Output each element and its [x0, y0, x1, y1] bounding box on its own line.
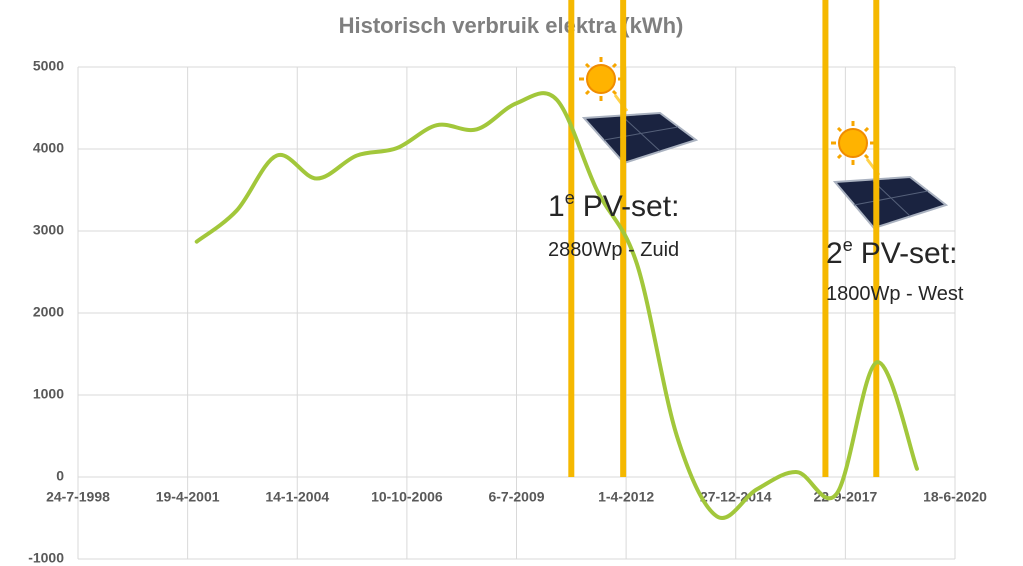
annotation-number: 2: [826, 237, 843, 270]
annotation-superscript: e: [843, 235, 853, 255]
annotation-detail: 2880Wp - Zuid: [548, 239, 679, 261]
x-tick-label: 18-6-2020: [923, 489, 987, 505]
annotation-number: 1: [548, 190, 565, 223]
sun-icon: [579, 57, 629, 112]
y-tick-label: 2000: [33, 304, 64, 320]
sun-icon: [831, 121, 881, 176]
y-tick-label: 0: [56, 468, 64, 484]
y-tick-label: -1000: [28, 550, 64, 566]
x-tick-label: 6-7-2009: [488, 489, 544, 505]
annotation-text: PV-set:: [583, 190, 680, 223]
x-tick-label: 27-12-2014: [700, 489, 772, 505]
x-tick-label: 10-10-2006: [371, 489, 443, 505]
solar-panel-icon: [581, 111, 699, 165]
line-series: [194, 91, 919, 521]
x-tick-label: 19-4-2001: [156, 489, 220, 505]
annotation-title: 2e PV-set:: [826, 235, 957, 270]
x-tick-label: 24-7-1998: [46, 489, 110, 505]
x-tick-label: 14-1-2004: [265, 489, 329, 505]
y-tick-label: 5000: [33, 58, 64, 74]
annotation-title: 1e PV-set:: [548, 188, 679, 223]
annotation-superscript: e: [565, 188, 575, 208]
x-tick-label: 22-9-2017: [813, 489, 877, 505]
y-tick-label: 1000: [33, 386, 64, 402]
icons: [579, 57, 949, 230]
annotation-text: PV-set:: [861, 237, 958, 270]
solar-panel-icon: [832, 175, 949, 230]
x-tick-label: 1-4-2012: [598, 489, 654, 505]
annotation-detail: 1800Wp - West: [826, 283, 964, 305]
y-tick-label: 3000: [33, 222, 64, 238]
y-tick-label: 4000: [33, 140, 64, 156]
chart-title: Historisch verbruik elektra (kWh): [339, 13, 684, 38]
